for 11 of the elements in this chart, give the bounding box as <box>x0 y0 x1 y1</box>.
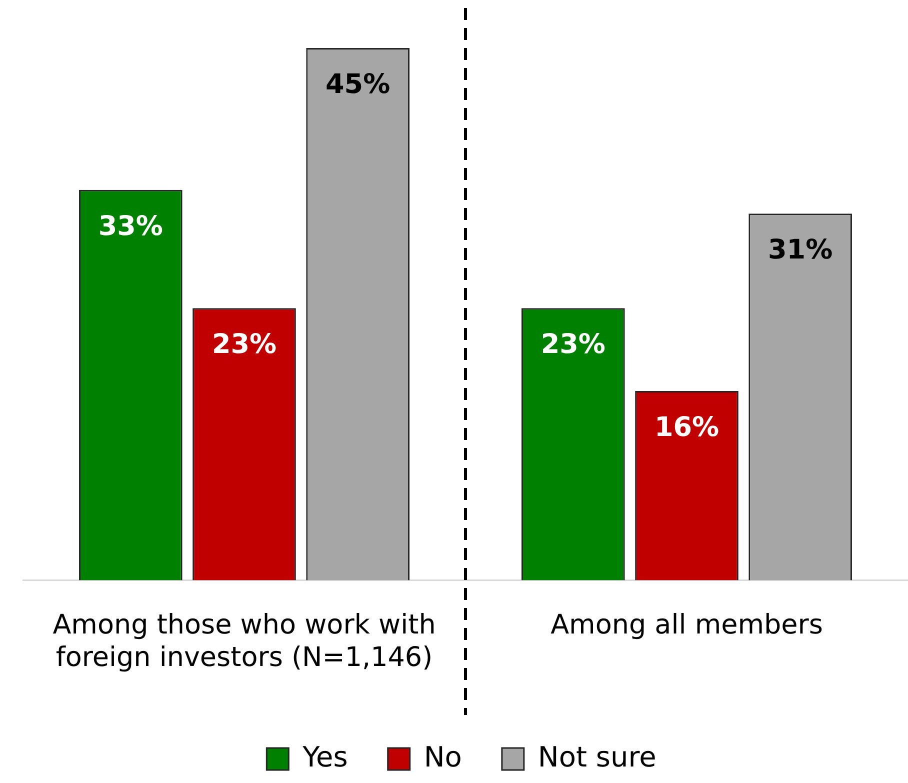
data-label: 16% <box>654 412 720 443</box>
legend-label: Not sure <box>538 740 656 774</box>
data-label: 45% <box>326 69 390 100</box>
x-tick-label: Among those who work with foreign investors (N=1,146) <box>52 609 436 673</box>
data-label: 31% <box>768 234 833 266</box>
legend-label: Yes <box>302 740 348 774</box>
data-label: 23% <box>212 329 277 360</box>
x-tick-label: Among all members <box>550 609 823 640</box>
data-label: 33% <box>98 210 163 242</box>
data-label: 23% <box>540 329 606 360</box>
legend-label: No <box>424 740 462 774</box>
